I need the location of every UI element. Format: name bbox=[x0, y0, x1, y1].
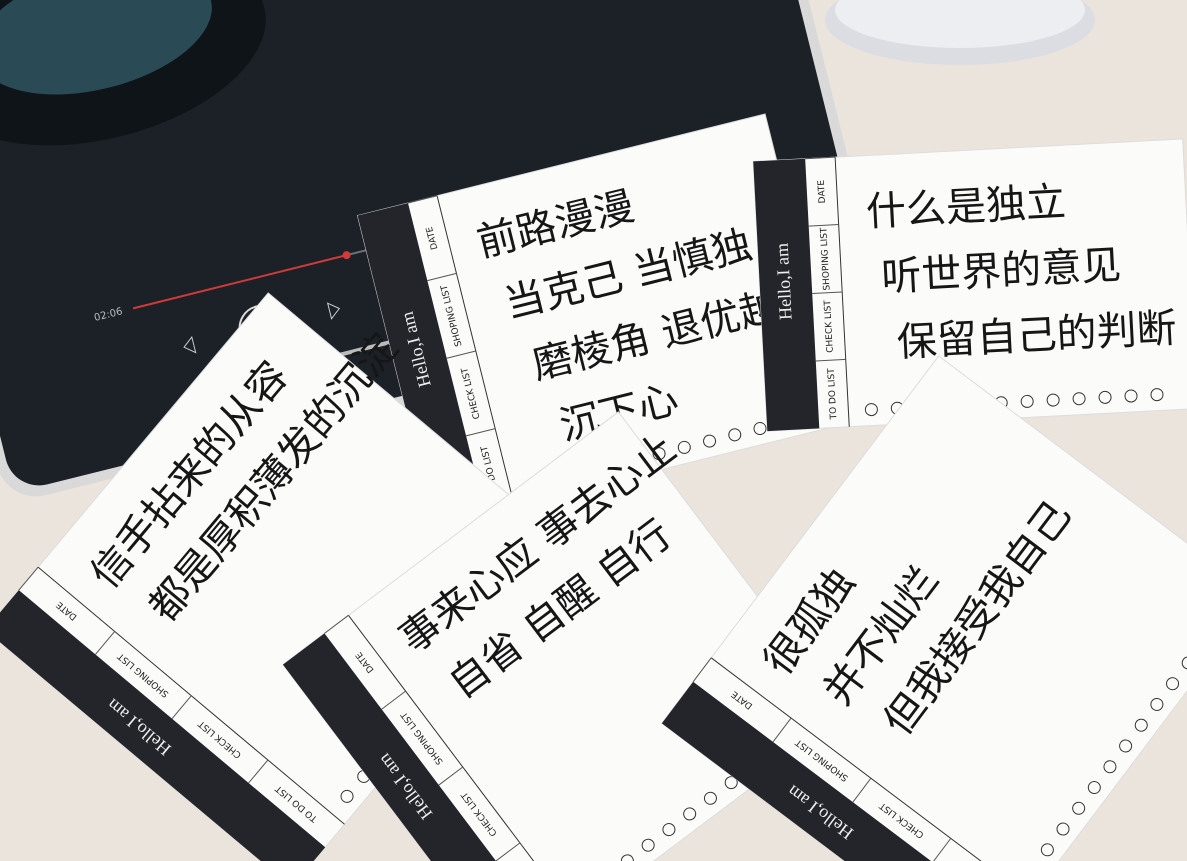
binder-hole bbox=[1119, 739, 1133, 753]
label-divider bbox=[772, 717, 792, 743]
binder-hole bbox=[703, 434, 717, 448]
progress-played bbox=[132, 254, 347, 310]
label-divider bbox=[446, 350, 476, 359]
label-divider bbox=[815, 358, 846, 362]
vase bbox=[825, 0, 1095, 65]
card-label: SHOPING LIST bbox=[819, 227, 832, 291]
binder-hole bbox=[652, 447, 666, 461]
label-divider bbox=[381, 690, 406, 710]
binder-hole bbox=[620, 854, 634, 861]
binder-hole bbox=[1150, 388, 1164, 402]
label-divider bbox=[495, 842, 521, 861]
binder-hole bbox=[1046, 393, 1060, 407]
binder-hole bbox=[677, 440, 691, 454]
card-label: DATE bbox=[817, 179, 828, 203]
binder-hole bbox=[1056, 822, 1070, 836]
binder-hole bbox=[1124, 389, 1138, 403]
album-art bbox=[0, 0, 212, 95]
binder-hole bbox=[1181, 656, 1187, 670]
label-rule bbox=[37, 566, 345, 825]
label-divider bbox=[324, 614, 349, 634]
prev-button[interactable] bbox=[182, 335, 197, 355]
label-divider bbox=[808, 224, 839, 227]
card-strip bbox=[282, 633, 554, 861]
binder-hole bbox=[1134, 718, 1148, 732]
card-strip bbox=[753, 158, 820, 432]
binder-hole bbox=[662, 823, 676, 837]
label-divider bbox=[407, 195, 438, 204]
binder-hole bbox=[1103, 760, 1117, 774]
label-divider bbox=[932, 838, 952, 861]
binder-hole bbox=[1098, 390, 1112, 404]
binder-hole bbox=[641, 838, 655, 852]
binder-hole bbox=[1040, 843, 1054, 857]
binder-hole bbox=[864, 403, 878, 417]
binder-hole bbox=[1087, 781, 1101, 795]
next-button[interactable] bbox=[326, 301, 342, 320]
label-rule bbox=[710, 657, 1031, 861]
binder-hole bbox=[340, 789, 354, 803]
label-divider bbox=[852, 777, 872, 803]
binder-hole bbox=[1150, 697, 1164, 711]
binder-hole bbox=[1072, 392, 1086, 406]
card-label: TO DO LIST bbox=[827, 368, 840, 421]
binder-hole bbox=[728, 428, 742, 442]
card-strip bbox=[357, 202, 486, 527]
note-card: Hello,I am TO DO LIST CHECK LIST SHOPING LI… bbox=[752, 138, 1187, 432]
note-card: Hello,I am TO DO LIST CHECK LIST SHOPING LI… bbox=[356, 113, 844, 527]
binder-hole bbox=[703, 791, 717, 805]
label-rule bbox=[436, 195, 515, 507]
progress-knob bbox=[342, 251, 351, 260]
card-strip bbox=[661, 681, 1013, 861]
binder-hole bbox=[753, 422, 767, 436]
label-divider bbox=[692, 657, 712, 683]
card-label: CHECK LIST bbox=[823, 299, 836, 353]
binder-hole bbox=[1020, 394, 1034, 408]
binder-hole bbox=[1072, 801, 1086, 815]
label-divider bbox=[248, 759, 269, 784]
binder-hole bbox=[683, 807, 697, 821]
card-strip bbox=[0, 590, 326, 861]
label-divider bbox=[427, 272, 457, 282]
handwritten-line: 什么是独立 bbox=[865, 179, 1067, 235]
label-divider bbox=[438, 766, 464, 786]
label-divider bbox=[812, 291, 843, 295]
label-divider bbox=[18, 566, 39, 591]
label-divider bbox=[465, 428, 496, 437]
label-divider bbox=[805, 156, 836, 160]
hello-label: Hello,I am bbox=[772, 243, 796, 321]
label-divider bbox=[171, 695, 192, 720]
label-divider bbox=[95, 631, 116, 655]
binder-hole bbox=[1166, 677, 1180, 691]
